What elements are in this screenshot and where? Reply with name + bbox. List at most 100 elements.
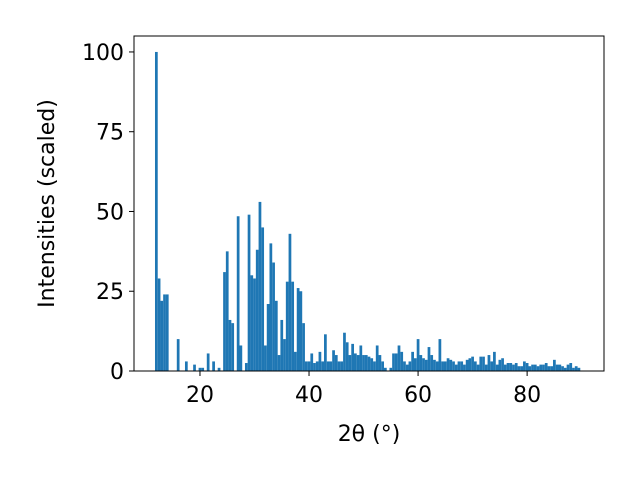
bar-93 xyxy=(449,359,453,371)
x-tick-label: 80 xyxy=(513,383,541,408)
bar-45 xyxy=(315,361,319,371)
x-tick-label: 60 xyxy=(404,383,432,408)
bar-0 xyxy=(154,51,158,371)
bar-14 xyxy=(225,251,229,371)
bar-33 xyxy=(283,339,286,371)
bar-132 xyxy=(555,364,559,371)
bar-138 xyxy=(572,367,575,371)
y-axis-label: Intensities (scaled) xyxy=(35,99,60,308)
bar-27 xyxy=(266,304,270,371)
bar-60 xyxy=(356,355,360,371)
bar-80 xyxy=(413,358,417,371)
bar-120 xyxy=(523,361,526,371)
bar-72 xyxy=(392,353,395,371)
bar-46 xyxy=(318,351,322,371)
y-axis: 0 25 50 75 100 xyxy=(82,41,134,385)
x-tick-label: 20 xyxy=(186,383,214,408)
bar-110 xyxy=(495,364,499,371)
bar-69 xyxy=(381,361,384,371)
bar-53 xyxy=(337,361,341,371)
bar-139 xyxy=(574,366,578,371)
bar-17 xyxy=(236,216,240,371)
bar-63 xyxy=(364,355,368,371)
bar-102 xyxy=(473,361,477,371)
bar-74 xyxy=(397,345,401,371)
bar-94 xyxy=(452,361,455,371)
bar-56 xyxy=(345,342,349,371)
bar-31 xyxy=(277,355,281,371)
bar-95 xyxy=(454,364,458,371)
bar-8 xyxy=(198,367,202,371)
bar-48 xyxy=(324,334,327,371)
x-axis-label: 2θ (°) xyxy=(338,422,401,447)
bar-101 xyxy=(471,356,474,371)
bar-109 xyxy=(493,351,496,371)
bar-79 xyxy=(411,351,414,371)
y-tick-label: 75 xyxy=(96,121,124,146)
bar-100 xyxy=(468,358,472,371)
bar-24 xyxy=(258,201,262,371)
bar-29 xyxy=(272,262,275,371)
bar-11 xyxy=(212,361,215,371)
bar-25 xyxy=(261,227,265,371)
bar-22 xyxy=(253,278,256,371)
bar-21 xyxy=(250,275,254,371)
bar-116 xyxy=(512,364,515,371)
bar-65 xyxy=(370,358,374,371)
bar-106 xyxy=(484,364,488,371)
bar-30 xyxy=(274,300,278,371)
bar-103 xyxy=(476,364,480,371)
bar-115 xyxy=(509,363,513,371)
bar-55 xyxy=(343,332,346,371)
bar-73 xyxy=(394,353,398,371)
bar-71 xyxy=(389,367,393,371)
bar-122 xyxy=(528,366,532,371)
bar-34 xyxy=(285,281,289,371)
bar-42 xyxy=(307,361,311,371)
bar-4 xyxy=(165,294,169,371)
y-tick-label: 50 xyxy=(96,200,124,225)
y-tick-label: 100 xyxy=(82,41,124,66)
bar-124 xyxy=(533,364,537,371)
bar-92 xyxy=(446,358,450,371)
bar-26 xyxy=(264,345,267,371)
bar-52 xyxy=(334,355,338,371)
bar-128 xyxy=(544,363,548,371)
bar-28 xyxy=(269,243,273,371)
bar-88 xyxy=(435,361,439,371)
bar-37 xyxy=(294,351,297,371)
bar-44 xyxy=(313,363,316,371)
bar-140 xyxy=(577,367,581,371)
bar-51 xyxy=(332,350,335,371)
bar-76 xyxy=(403,361,406,371)
y-tick-label: 25 xyxy=(96,280,124,305)
bar-2 xyxy=(160,300,164,371)
bar-39 xyxy=(299,291,303,371)
bar-62 xyxy=(362,355,365,371)
bar-57 xyxy=(348,355,352,371)
bar-40 xyxy=(302,323,305,371)
x-axis: 20 40 60 80 xyxy=(186,371,541,408)
bar-23 xyxy=(255,249,259,371)
y-tick-label: 0 xyxy=(110,360,124,385)
bar-7 xyxy=(193,364,196,371)
bar-83 xyxy=(422,358,425,371)
bar-68 xyxy=(378,355,382,371)
bar-6 xyxy=(184,361,188,371)
bar-97 xyxy=(460,361,464,371)
bar-123 xyxy=(531,364,534,371)
bar-75 xyxy=(400,351,404,371)
bar-82 xyxy=(419,355,423,371)
bar-84 xyxy=(424,359,428,371)
bar-3 xyxy=(163,294,166,371)
bar-131 xyxy=(553,359,556,371)
bar-35 xyxy=(288,233,292,371)
bar-85 xyxy=(427,347,431,371)
bar-18 xyxy=(239,345,243,371)
bar-66 xyxy=(373,361,376,371)
bar-group xyxy=(154,51,581,371)
bar-13 xyxy=(223,272,226,371)
bar-16 xyxy=(231,323,235,371)
bar-105 xyxy=(482,356,485,371)
bar-15 xyxy=(228,319,232,371)
